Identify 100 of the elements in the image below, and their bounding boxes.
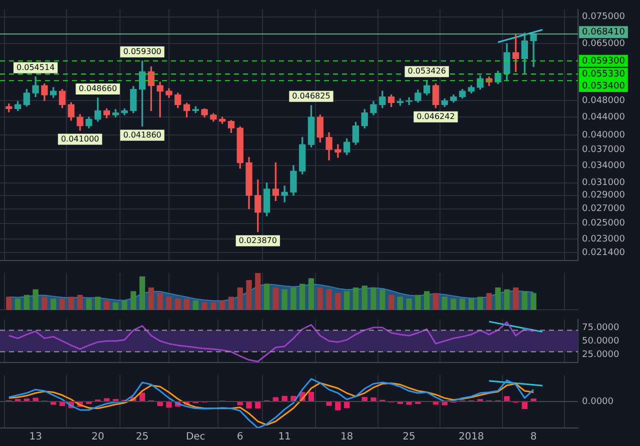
bar — [255, 273, 261, 310]
bar — [24, 294, 30, 310]
y-tick-label: 0.023000 — [582, 234, 626, 244]
bar — [246, 280, 252, 310]
y-tick-label: 50.0000 — [582, 336, 620, 346]
y-tick-label: 0.040000 — [582, 130, 626, 140]
bar — [166, 296, 172, 310]
bar — [210, 302, 216, 310]
ref-line-label: 0.055330 — [582, 69, 626, 80]
x-tick-label: 2018 — [458, 432, 484, 443]
bar — [460, 298, 466, 310]
bar — [352, 287, 359, 310]
bar — [477, 296, 484, 310]
bar — [50, 298, 56, 310]
x-tick-label: 11 — [278, 432, 291, 443]
bar — [406, 298, 412, 310]
bar — [32, 289, 38, 310]
bar — [308, 278, 314, 310]
bar — [272, 287, 278, 310]
bar — [370, 287, 376, 310]
bar — [504, 289, 510, 310]
bar — [530, 293, 536, 310]
ref-line-label: 0.0000 — [582, 396, 614, 407]
bar — [175, 298, 181, 310]
bar — [388, 294, 394, 310]
bar — [432, 293, 439, 310]
bar — [228, 296, 234, 310]
bar — [344, 291, 350, 310]
y-tick-label: 0.034000 — [582, 160, 626, 171]
bar — [282, 289, 288, 310]
y-tick-label: 0.044000 — [582, 112, 626, 122]
bar — [94, 296, 101, 310]
ref-line-label: 0.068410 — [582, 28, 626, 38]
annotation: 0.041860 — [123, 130, 162, 140]
bar — [415, 294, 421, 310]
annotation: 0.041000 — [60, 134, 100, 144]
bar — [450, 298, 456, 310]
bar — [326, 289, 332, 310]
bar — [380, 289, 386, 310]
ref-line-label: 0.059300 — [582, 56, 626, 66]
y-tick-label: 0.048000 — [582, 96, 626, 106]
bar — [219, 300, 226, 310]
x-tick-label: 25 — [402, 432, 416, 443]
bar — [86, 298, 92, 310]
bar — [424, 291, 430, 310]
y-tick-label: 25.0000 — [582, 350, 620, 360]
y-tick-label: 0.029000 — [582, 190, 626, 201]
bar — [468, 298, 474, 310]
y-tick-label: 0.075000 — [582, 12, 626, 22]
bar — [317, 287, 323, 310]
bar — [77, 294, 83, 310]
bar — [397, 296, 403, 310]
x-tick-label: 8 — [530, 432, 537, 443]
annotation: 0.048660 — [78, 84, 117, 94]
x-tick-label: 25 — [136, 432, 149, 443]
bar — [42, 296, 48, 310]
bar — [335, 293, 341, 310]
x-tick-label: Dec — [186, 432, 206, 443]
annotation: 0.046825 — [292, 92, 330, 101]
bar — [512, 287, 519, 310]
bar — [495, 287, 501, 310]
bar — [14, 298, 21, 310]
x-tick-label: 6 — [236, 432, 244, 443]
y-tick-label: 75.0000 — [582, 322, 620, 333]
bar — [130, 291, 136, 310]
annotation: 0.054514 — [16, 62, 55, 72]
bar — [362, 286, 368, 310]
bar — [237, 287, 243, 310]
bar — [264, 284, 270, 310]
bar — [122, 300, 128, 310]
bar — [202, 302, 208, 310]
bar — [68, 296, 74, 310]
bar — [148, 287, 154, 310]
x-tick-label: 13 — [29, 432, 42, 443]
y-tick-label: 0.065000 — [582, 39, 626, 50]
annotation: 0.053426 — [408, 66, 446, 76]
y-tick-label: 0.031000 — [582, 178, 626, 188]
ref-line-label: 0.053400 — [582, 81, 626, 92]
annotation: 0.059300 — [123, 47, 162, 56]
bar — [157, 293, 163, 310]
annotation: 0.023870 — [238, 236, 277, 245]
x-tick-label: 20 — [91, 432, 104, 443]
bar — [192, 300, 198, 310]
x-tick-label: 18 — [340, 432, 354, 443]
y-tick-label: 0.037000 — [582, 144, 626, 155]
bar — [290, 287, 296, 310]
bar — [486, 293, 492, 310]
bar — [442, 296, 448, 310]
y-tick-label: 0.021400 — [582, 248, 626, 258]
bar — [59, 298, 66, 310]
bar — [300, 284, 306, 310]
y-tick-label: 0.025000 — [582, 218, 626, 229]
bar — [184, 298, 190, 310]
y-tick-label: 0.027000 — [582, 204, 626, 214]
annotation: 0.046242 — [416, 112, 455, 121]
bar — [6, 296, 12, 310]
bar — [112, 302, 118, 310]
bar — [522, 291, 528, 310]
bar — [139, 276, 146, 310]
bar — [104, 300, 110, 310]
